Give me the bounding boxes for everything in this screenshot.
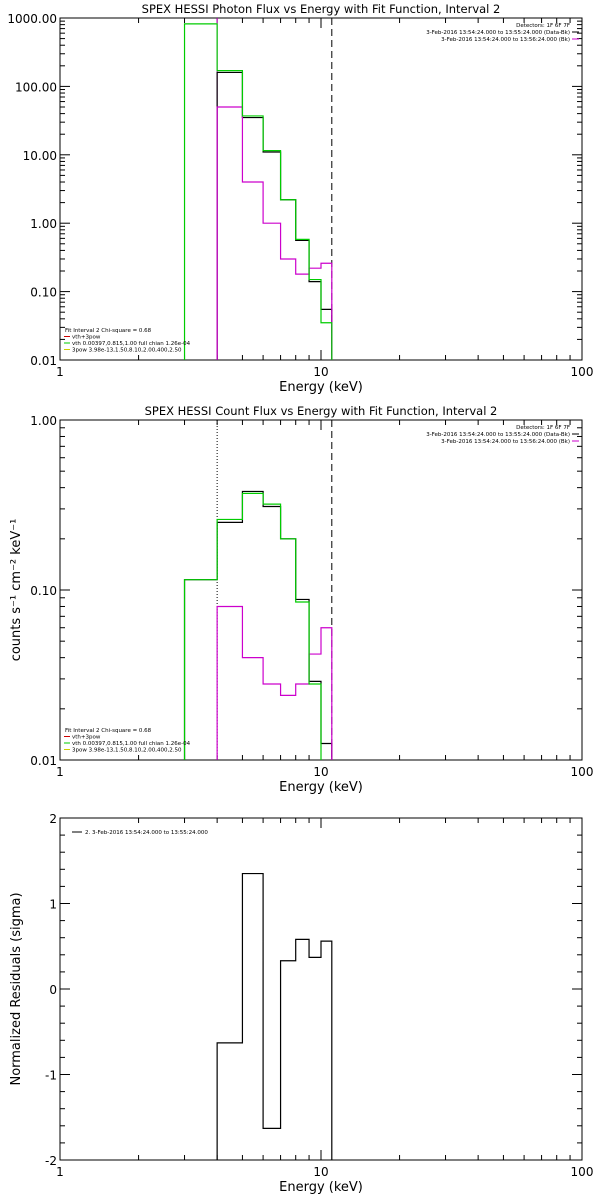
- photon-panel: SPEX HESSI Photon Flux vs Energy with Fi…: [7, 2, 593, 395]
- count-panel: SPEX HESSI Count Flux vs Energy with Fit…: [9, 404, 593, 795]
- y-tick-label: 0.01: [30, 354, 57, 368]
- x-tick-label: 10: [313, 365, 328, 379]
- y-tick-label: 0: [49, 983, 57, 997]
- data-area: [183, 18, 333, 360]
- x-tick-label: 1: [56, 365, 64, 379]
- series-histogram-0: [216, 872, 333, 1160]
- chart-title: SPEX HESSI Photon Flux vs Energy with Fi…: [142, 2, 501, 16]
- y-tick-label: 1000.00: [7, 12, 57, 26]
- x-tick-label: 1: [56, 765, 64, 779]
- y-tick-label: 100.00: [15, 80, 57, 94]
- fit-legend-entry: Fit Interval 2 Chi-square = 0.68: [65, 328, 152, 334]
- legend-entry: Detectors: 1F 6F 7F: [516, 23, 570, 29]
- x-axis-label: Energy (keV): [279, 780, 363, 795]
- y-tick-label: -2: [45, 1154, 57, 1168]
- legend-entry: 3-Feb-2016 13:54:24.000 to 13:56:24.000 …: [441, 439, 570, 445]
- fit-legend-entry: vth+3pow: [72, 735, 101, 741]
- y-tick-label: 1.00: [30, 217, 57, 231]
- legend-entry: 3-Feb-2016 13:54:24.000 to 13:55:24.000 …: [426, 30, 570, 36]
- data-area: [216, 872, 333, 1160]
- x-axis-label: Energy (keV): [279, 380, 363, 395]
- y-tick-label: 1.00: [30, 414, 57, 428]
- y-tick-label: 2: [49, 812, 57, 826]
- series-histogram-0: [183, 490, 333, 760]
- y-axis-label: Normalized Residuals (sigma): [9, 892, 24, 1085]
- fit-legend-entry: 3pow 3.98e-13,1.50,8.10,2.00,400,2.50: [72, 748, 182, 754]
- x-tick-label: 10: [313, 765, 328, 779]
- data-area: [183, 420, 333, 760]
- chart-title: SPEX HESSI Count Flux vs Energy with Fit…: [145, 404, 498, 418]
- series-histogram-0: [216, 71, 333, 360]
- x-tick-label: 100: [571, 365, 594, 379]
- fit-legend-entry: vth 0.00397,0.815,1.00 full chian 1.26e-…: [72, 341, 191, 347]
- x-axis-label: Energy (keV): [279, 1180, 363, 1195]
- x-tick-label: 100: [571, 1165, 594, 1179]
- series-histogram-1: [216, 605, 333, 760]
- y-axis-label: counts s⁻¹ cm⁻² keV⁻¹: [9, 519, 24, 662]
- series-histogram-2: [183, 23, 333, 360]
- fit-legend-entry: Fit Interval 2 Chi-square = 0.68: [65, 728, 152, 734]
- legend-entry: 3-Feb-2016 13:54:24.000 to 13:55:24.000 …: [426, 432, 570, 438]
- y-tick-label: 10.00: [23, 149, 57, 163]
- series-histogram-1: [216, 106, 333, 360]
- y-tick-label: 1: [49, 898, 57, 912]
- fit-legend-entry: vth+3pow: [72, 335, 101, 341]
- plot-frame: [59, 817, 583, 1161]
- fit-legend-entry: vth 0.00397,0.815,1.00 full chian 1.26e-…: [72, 741, 191, 747]
- y-tick-label: -1: [45, 1069, 57, 1083]
- x-tick-label: 10: [313, 1165, 328, 1179]
- y-tick-label: 0.10: [30, 286, 57, 300]
- series-histogram-2: [183, 492, 322, 760]
- x-tick-label: 100: [571, 765, 594, 779]
- y-tick-label: 0.01: [30, 754, 57, 768]
- legend-entry: 2. 3-Feb-2016 13:54:24.000 to 13:55:24.0…: [85, 830, 208, 836]
- x-tick-label: 1: [56, 1165, 64, 1179]
- legend-entry: Detectors: 1F 6F 7F: [516, 425, 570, 431]
- y-tick-label: 0.10: [30, 584, 57, 598]
- legend-entry: 3-Feb-2016 13:54:24.000 to 13:56:24.000 …: [441, 37, 570, 43]
- fit-legend-entry: 3pow 3.98e-13,1.50,8.10,2.00,400,2.50: [72, 348, 182, 354]
